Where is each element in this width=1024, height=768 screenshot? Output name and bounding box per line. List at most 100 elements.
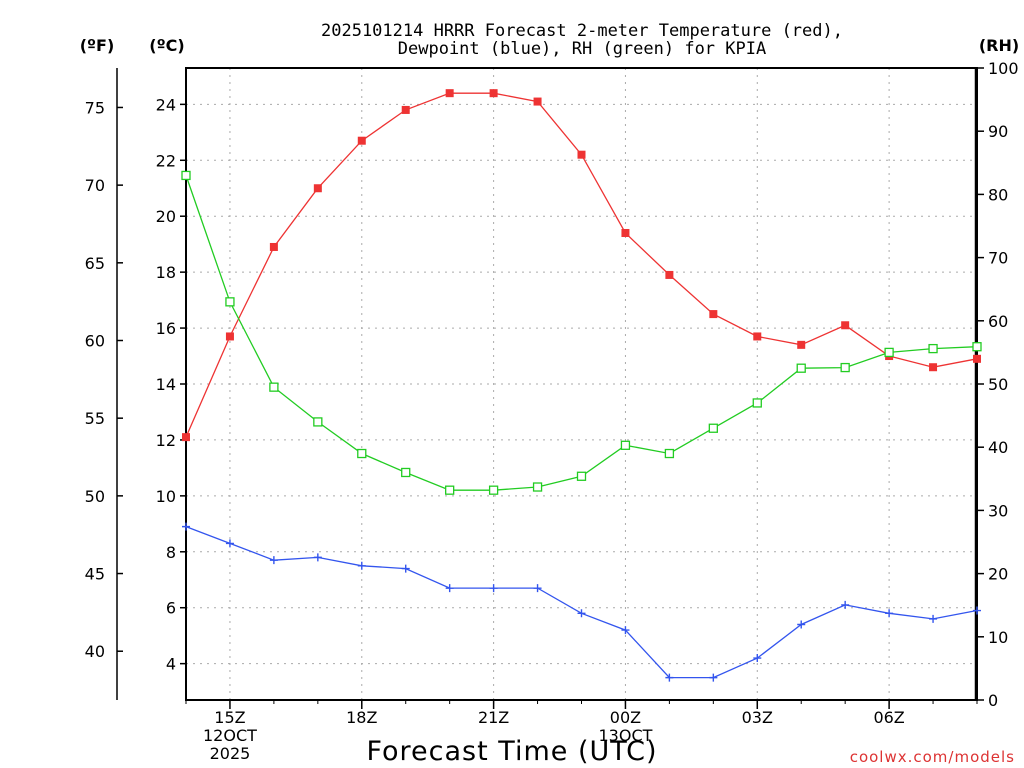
grid-lines [186,68,977,700]
x-tick-label: 2025 [210,744,251,763]
dewpoint-line [185,525,978,679]
temperature-point [357,136,366,145]
dewpoint-point [753,654,762,663]
x-tick-label: 06Z [873,708,904,727]
rh-point [708,423,718,433]
temperature-point [269,242,278,251]
celsius-tick-label: 16 [156,319,176,338]
celsius-tick-label: 12 [156,431,176,450]
temperature-point [401,105,410,114]
chart-title-line1: 2025101214 HRRR Forecast 2-meter Tempera… [321,21,843,41]
fahrenheit-tick-label: 60 [85,331,105,350]
rh-point [357,448,367,459]
rh-point [620,440,631,450]
dewpoint-point [885,609,894,618]
celsius-tick-label: 24 [156,95,176,114]
temperature-point [445,89,454,98]
rh-tick-label: 70 [988,249,1008,268]
dewpoint-point [489,584,498,593]
watermark: coolwx.com/models [850,748,1015,766]
temperature-point [929,363,938,372]
rh-tick-label: 0 [988,691,998,710]
axes: 4 6 8 10 12 14 16 18 20 22 24 40 45 50 55 60 65 70 75 0 10 20… [85,59,1019,763]
dewpoint-point [709,673,718,682]
dewpoint-point [445,584,454,593]
temperature-point [841,321,850,330]
temperature-point [753,332,762,341]
x-tick-label: 00Z [610,708,641,727]
rh-tick-label: 90 [988,122,1008,141]
x-tick-label: 15Z [214,708,245,727]
celsius-tick-label: 18 [156,263,176,282]
rh-point [972,342,982,352]
celsius-unit-label: (ºC) [149,36,184,55]
rh-point [576,471,587,481]
x-tick-label: 21Z [478,708,509,727]
fahrenheit-tick-label: 55 [85,409,105,428]
temperature-point [225,332,234,341]
dewpoint-point [621,626,630,635]
rh-point [313,417,323,427]
fahrenheit-tick-label: 45 [85,565,105,584]
celsius-tick-label: 20 [156,207,176,226]
rh-point [401,467,411,478]
x-tick-label: 12OCT [203,726,257,745]
fahrenheit-tick-label: 40 [85,642,105,661]
celsius-tick-label: 4 [166,655,176,674]
temperature-point [577,150,586,159]
rh-unit-label: (RH) [979,36,1019,55]
rh-point [928,343,938,354]
celsius-tick-label: 8 [166,543,176,562]
fahrenheit-tick-label: 50 [85,487,105,506]
chart-title-line2: Dewpoint (blue), RH (green) for KPIA [398,39,766,59]
celsius-tick-label: 10 [156,487,176,506]
rh-tick-label: 60 [988,312,1008,331]
celsius-tick-label: 6 [166,599,176,618]
rh-tick-label: 100 [988,59,1019,78]
rh-point [884,347,894,358]
dewpoint-point [401,564,410,573]
rh-point [488,485,499,495]
rh-tick-label: 20 [988,565,1008,584]
dewpoint-point [973,606,981,615]
fahrenheit-tick-label: 75 [85,98,105,117]
temperature-point [182,433,190,442]
x-axis-title: Forecast Time (UTC) [366,736,657,767]
temperature-point [621,228,630,237]
rh-point [840,362,850,373]
celsius-tick-label: 14 [156,375,176,394]
rh-line [185,175,978,491]
fahrenheit-tick-label: 70 [85,176,105,195]
temperature-point [709,310,718,319]
fahrenheit-unit-label: (ºF) [80,36,115,55]
data-series [181,89,982,682]
rh-point [225,297,235,307]
temperature-point [797,340,806,349]
x-tick-label: 18Z [346,708,377,727]
rh-point [532,482,543,492]
temperature-point [533,97,542,106]
dewpoint-point [797,620,806,629]
dewpoint-point [929,614,938,623]
x-tick-label: 03Z [742,708,773,727]
rh-tick-label: 30 [988,501,1008,520]
temperature-point [489,89,498,98]
celsius-tick-label: 22 [156,151,176,170]
rh-point [269,382,279,392]
dewpoint-point [533,584,542,593]
dewpoint-point [357,561,366,570]
rh-point [752,398,762,408]
temperature-point [313,184,322,193]
temperature-line [185,92,978,438]
dewpoint-point [665,673,674,682]
rh-point [796,363,806,373]
temperature-point [665,270,674,279]
rh-point [445,485,455,495]
dewpoint-point [841,600,850,609]
dewpoint-point [182,522,190,531]
temperature-point [973,354,981,363]
dewpoint-point [577,609,586,618]
rh-point [181,170,191,181]
fahrenheit-tick-label: 65 [85,254,105,273]
